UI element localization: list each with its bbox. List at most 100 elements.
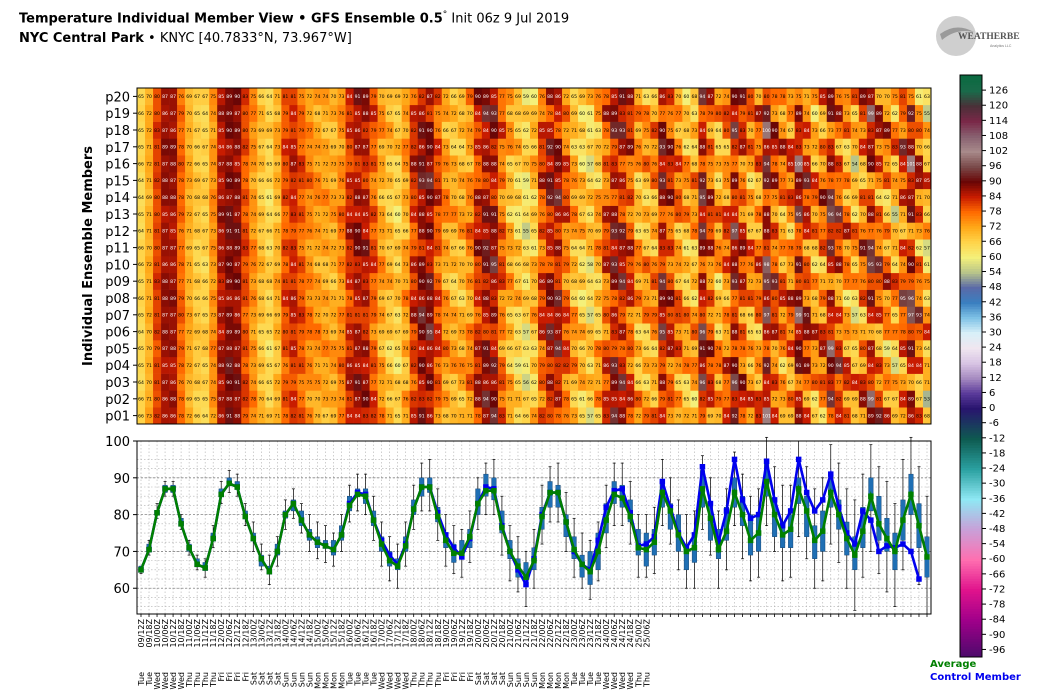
heatmap-cell-value: 80 bbox=[716, 111, 722, 117]
heatmap-cell bbox=[906, 407, 916, 425]
heatmap-cell-value: 71 bbox=[443, 262, 449, 268]
heatmap-cell-value: 69 bbox=[852, 178, 858, 184]
heatmap-cell-value: 74 bbox=[579, 380, 585, 386]
heatmap-cell-value: 95 bbox=[427, 329, 433, 335]
heatmap-cell bbox=[898, 407, 908, 425]
heatmap-cell-value: 66 bbox=[579, 346, 585, 352]
heatmap-cell-value: 70 bbox=[916, 145, 922, 151]
heatmap-row: 64 71 82 88 87 78 73 69 67 73 85 90 89 78 70 66 66 72 79 82… bbox=[137, 172, 932, 190]
heatmap-cell-value: 71 bbox=[186, 229, 192, 235]
heatmap-cell-value: 64 bbox=[395, 262, 401, 268]
heatmap-cell bbox=[321, 390, 330, 408]
heatmap-cell-value: 87 bbox=[868, 94, 874, 100]
heatmap-cell-value: 90 bbox=[355, 229, 361, 235]
heatmap-cell-value: 65 bbox=[675, 380, 681, 386]
heatmap-cell bbox=[658, 373, 667, 391]
heatmap-cell-value: 79 bbox=[683, 212, 689, 218]
heatmap-cell-value: 74 bbox=[788, 329, 794, 335]
heatmap-cell-value: 79 bbox=[154, 346, 160, 352]
heatmap-cell-value: 91 bbox=[699, 346, 705, 352]
heatmap-cell bbox=[810, 390, 820, 408]
heatmap-cell bbox=[529, 323, 539, 341]
heatmap-cell-value: 57 bbox=[892, 363, 898, 369]
heatmap-cell-value: 77 bbox=[804, 346, 810, 352]
heatmap-cell-value: 77 bbox=[683, 161, 689, 167]
heatmap-cell-value: 78 bbox=[315, 329, 321, 335]
colorbar-segment bbox=[960, 354, 982, 358]
heatmap-cell-value: 62 bbox=[820, 413, 826, 419]
colorbar-segment bbox=[960, 342, 982, 345]
heatmap-cell bbox=[225, 272, 234, 290]
heatmap-cell bbox=[666, 340, 675, 358]
heatmap-cell bbox=[441, 306, 451, 324]
heatmap-cell-value: 69 bbox=[459, 94, 465, 100]
heatmap-cell bbox=[361, 306, 370, 324]
heatmap-cell-value: 73 bbox=[403, 262, 409, 268]
heatmap-cell-value: 85 bbox=[659, 313, 665, 319]
colorbar-segment bbox=[960, 97, 982, 101]
member-label: p09 bbox=[105, 275, 130, 290]
heatmap-cell-value: 72 bbox=[403, 94, 409, 100]
heatmap-cell-value: 93 bbox=[772, 279, 778, 285]
heatmap-cell-value: 85 bbox=[419, 380, 425, 386]
heatmap-cell-value: 81 bbox=[242, 346, 248, 352]
heatmap-cell-value: 82 bbox=[627, 195, 633, 201]
heatmap-cell bbox=[265, 356, 274, 374]
heatmap-cell-value: 85 bbox=[234, 161, 240, 167]
heatmap-cell-value: 63 bbox=[852, 296, 858, 302]
heatmap-cell-value: 79 bbox=[635, 296, 641, 302]
heatmap-cell-value: 69 bbox=[379, 145, 385, 151]
heatmap-cell bbox=[329, 323, 338, 341]
heatmap-cell bbox=[722, 306, 731, 324]
heatmap-cell-value: 90 bbox=[427, 128, 433, 134]
heatmap-cell-value: 73 bbox=[603, 279, 609, 285]
heatmap-cell-value: 78 bbox=[307, 313, 313, 319]
heatmap-cell-value: 77 bbox=[339, 262, 345, 268]
heatmap-cell bbox=[754, 306, 763, 324]
heatmap-cell bbox=[586, 340, 595, 358]
heatmap-cell-value: 74 bbox=[467, 346, 473, 352]
heatmap-cell bbox=[337, 373, 346, 391]
heatmap-cell bbox=[481, 323, 491, 341]
heatmap-cell-value: 91 bbox=[234, 380, 240, 386]
heatmap-cell-value: 76 bbox=[499, 313, 505, 319]
heatmap-cell-value: 71 bbox=[531, 178, 537, 184]
heatmap-cell-value: 83 bbox=[619, 111, 625, 117]
colorbar-segment bbox=[960, 107, 982, 111]
heatmap-cell-value: 61 bbox=[579, 397, 585, 403]
heatmap-cell-value: 70 bbox=[467, 111, 473, 117]
heatmap-cell-value: 86 bbox=[908, 413, 914, 419]
heatmap-cell bbox=[305, 289, 314, 307]
heatmap-cell-value: 86 bbox=[355, 128, 361, 134]
heatmap-cell-value: 56 bbox=[523, 380, 529, 386]
heatmap-cell-value: 78 bbox=[595, 397, 601, 403]
heatmap-cell bbox=[794, 356, 803, 374]
heatmap-cell-value: 67 bbox=[515, 161, 521, 167]
heatmap-cell-value: 67 bbox=[788, 128, 794, 134]
heatmap-cell bbox=[329, 390, 338, 408]
heatmap-cell bbox=[594, 407, 603, 425]
heatmap-cell bbox=[265, 340, 274, 358]
colorbar-segment bbox=[960, 646, 982, 650]
heatmap-cell bbox=[169, 407, 178, 425]
heatmap-cell bbox=[297, 306, 306, 324]
heatmap-cell-value: 69 bbox=[387, 94, 393, 100]
colorbar-tick-label: 6 bbox=[989, 388, 995, 399]
heatmap-cell-value: 91 bbox=[226, 212, 232, 218]
heatmap-cell bbox=[417, 289, 427, 307]
heatmap-cell bbox=[153, 390, 162, 408]
colorbar-segment bbox=[960, 626, 982, 630]
heatmap-cell-value: 69 bbox=[571, 111, 577, 117]
heatmap-cell bbox=[826, 306, 836, 324]
heatmap-cell-value: 65 bbox=[571, 94, 577, 100]
colorbar-segment bbox=[960, 266, 982, 270]
heatmap-cell bbox=[866, 373, 876, 391]
heatmap-cell-value: 81 bbox=[675, 296, 681, 302]
heatmap-cell-value: 67 bbox=[531, 329, 537, 335]
heatmap-cell-value: 73 bbox=[531, 262, 537, 268]
heatmap-cell-value: 64 bbox=[587, 296, 593, 302]
heatmap-cell-value: 66 bbox=[587, 397, 593, 403]
heatmap-cell-value: 69 bbox=[467, 313, 473, 319]
heatmap-cell bbox=[337, 289, 346, 307]
heatmap-cell-value: 72 bbox=[451, 262, 457, 268]
